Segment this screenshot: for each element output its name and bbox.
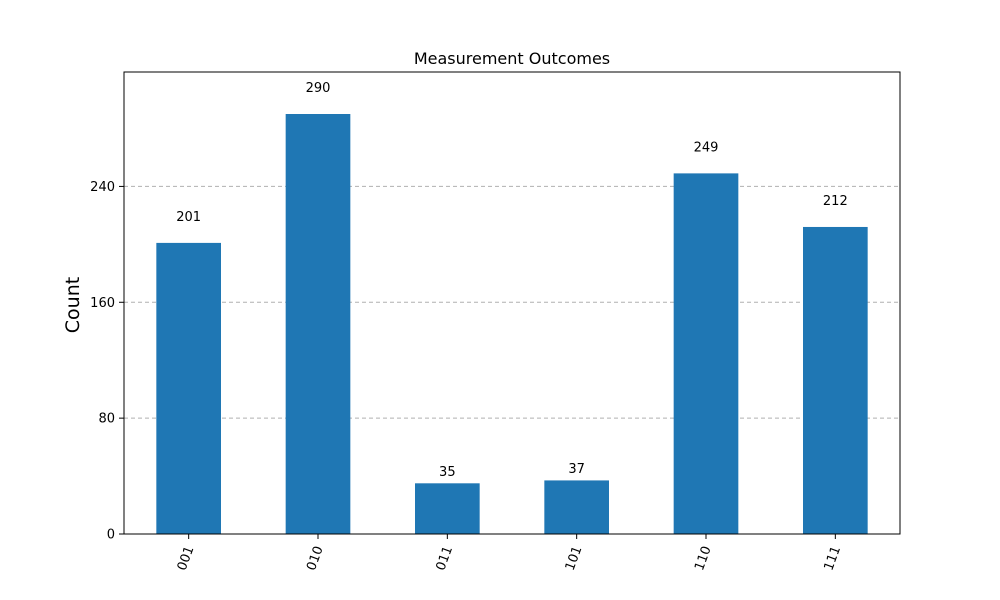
y-tick-label: 160 xyxy=(90,296,115,311)
y-axis-ticks: 0 80 160 240 xyxy=(90,180,124,543)
grid-lines xyxy=(124,185,900,419)
y-axis-label: Count xyxy=(62,277,84,333)
bars xyxy=(156,114,868,534)
y-tick-label: 80 xyxy=(98,412,115,427)
bar xyxy=(156,242,221,534)
bar xyxy=(415,483,480,534)
chart-title: Measurement Outcomes xyxy=(414,49,610,68)
bar xyxy=(285,114,351,534)
bar-value-label: 201 xyxy=(176,210,201,225)
bar xyxy=(673,173,739,534)
bar-value-label: 290 xyxy=(306,81,331,96)
bar-value-label: 37 xyxy=(568,462,585,477)
bar-value-label: 35 xyxy=(439,465,456,480)
y-tick-label: 0 xyxy=(107,528,115,543)
bar-value-label: 249 xyxy=(694,140,719,155)
y-tick-label: 240 xyxy=(90,180,115,195)
data-labels: 201 290 35 37 249 212 xyxy=(176,81,847,480)
plot-frame xyxy=(123,71,901,535)
bar xyxy=(544,480,609,534)
bar xyxy=(803,226,868,534)
bar-value-label: 212 xyxy=(823,194,848,209)
